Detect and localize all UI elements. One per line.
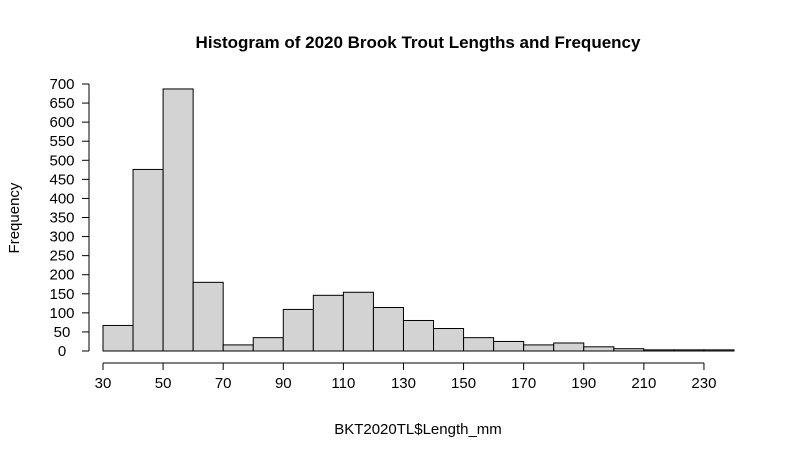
histogram-bar bbox=[342, 291, 374, 352]
histogram-bar bbox=[583, 346, 615, 352]
x-axis-label: BKT2020TL$Length_mm bbox=[334, 421, 502, 438]
x-axis: 30 50 70 90 110 130 150 170 190 210 230 bbox=[95, 362, 716, 392]
histogram-bar bbox=[673, 349, 705, 352]
histogram-bar bbox=[102, 324, 134, 352]
histogram-bar bbox=[312, 294, 344, 352]
y-tick-label: 150 bbox=[49, 286, 74, 303]
y-tick-label: 400 bbox=[49, 190, 74, 207]
x-tick-label: 50 bbox=[155, 375, 172, 392]
histogram-bar bbox=[372, 307, 404, 352]
histogram-bar bbox=[282, 308, 314, 352]
y-tick-label: 250 bbox=[49, 248, 74, 265]
x-tick-label: 190 bbox=[571, 375, 596, 392]
histogram-bar bbox=[703, 349, 735, 352]
y-tick-label: 350 bbox=[49, 210, 74, 227]
x-tick-label: 30 bbox=[95, 375, 112, 392]
x-tick-label: 70 bbox=[215, 375, 232, 392]
histogram-bar bbox=[433, 327, 465, 352]
x-tick-label: 210 bbox=[631, 375, 656, 392]
histogram-bar bbox=[402, 319, 435, 352]
histogram-bar bbox=[553, 342, 585, 352]
x-tick-label: 90 bbox=[275, 375, 292, 392]
histogram-bar bbox=[162, 88, 194, 352]
y-tick-label: 100 bbox=[49, 305, 74, 322]
y-tick-label: 650 bbox=[49, 95, 74, 112]
histogram-bar bbox=[643, 349, 675, 352]
x-tick-label: 110 bbox=[331, 375, 355, 392]
y-axis-label: Frequency bbox=[6, 182, 23, 253]
bars-group bbox=[102, 88, 735, 352]
y-tick-label: 300 bbox=[49, 229, 74, 246]
y-tick-label: 0 bbox=[58, 343, 66, 360]
histogram-bar bbox=[523, 344, 555, 352]
x-tick-label: 130 bbox=[391, 375, 416, 392]
histogram-bar bbox=[222, 344, 254, 352]
chart-title: Histogram of 2020 Brook Trout Lengths an… bbox=[196, 33, 641, 52]
y-tick-label: 450 bbox=[49, 171, 74, 188]
y-axis: 0 50 100 150 200 250 300 350 400 450 500 550 600 650 7… bbox=[49, 76, 90, 360]
y-tick-label: 600 bbox=[49, 114, 74, 131]
histogram-bar bbox=[132, 168, 164, 352]
histogram-bar bbox=[463, 337, 495, 352]
histogram-bar bbox=[192, 281, 224, 352]
x-tick-label: 150 bbox=[451, 375, 476, 392]
x-tick-label: 170 bbox=[511, 375, 536, 392]
y-tick-label: 550 bbox=[49, 133, 74, 150]
y-tick-label: 700 bbox=[49, 76, 74, 93]
histogram-bar bbox=[613, 348, 645, 352]
x-tick-label: 230 bbox=[691, 375, 716, 392]
histogram-bar bbox=[252, 337, 284, 352]
y-tick-label: 500 bbox=[49, 152, 74, 169]
y-tick-label: 200 bbox=[49, 267, 74, 284]
histogram-bar bbox=[493, 340, 525, 352]
y-tick-label: 50 bbox=[54, 324, 71, 341]
